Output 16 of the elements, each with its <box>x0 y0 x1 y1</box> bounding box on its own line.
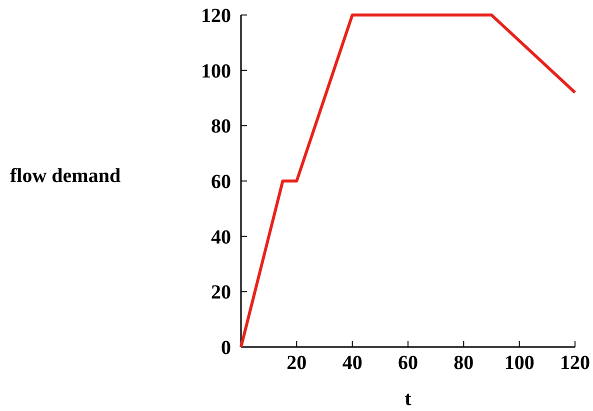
y-tick-label: 80 <box>211 116 231 138</box>
x-tick-label: 120 <box>560 352 590 374</box>
x-tick-label: 80 <box>454 352 474 374</box>
x-axis-title: t <box>404 388 412 410</box>
x-tick-label: 60 <box>398 352 418 374</box>
x-tick-label: 40 <box>342 352 362 374</box>
y-tick-label: 120 <box>201 5 231 27</box>
line-series <box>240 14 576 348</box>
y-tick-label: 20 <box>211 282 231 304</box>
x-tick-label: 20 <box>286 352 307 374</box>
y-tick-label: 60 <box>211 171 231 193</box>
y-tick-label: 100 <box>201 60 231 82</box>
y-tick-label: 0 <box>221 337 231 359</box>
y-axis-title: flow demand <box>10 165 121 187</box>
y-tick-label: 40 <box>211 226 231 248</box>
x-tick-label: 100 <box>504 352 534 374</box>
